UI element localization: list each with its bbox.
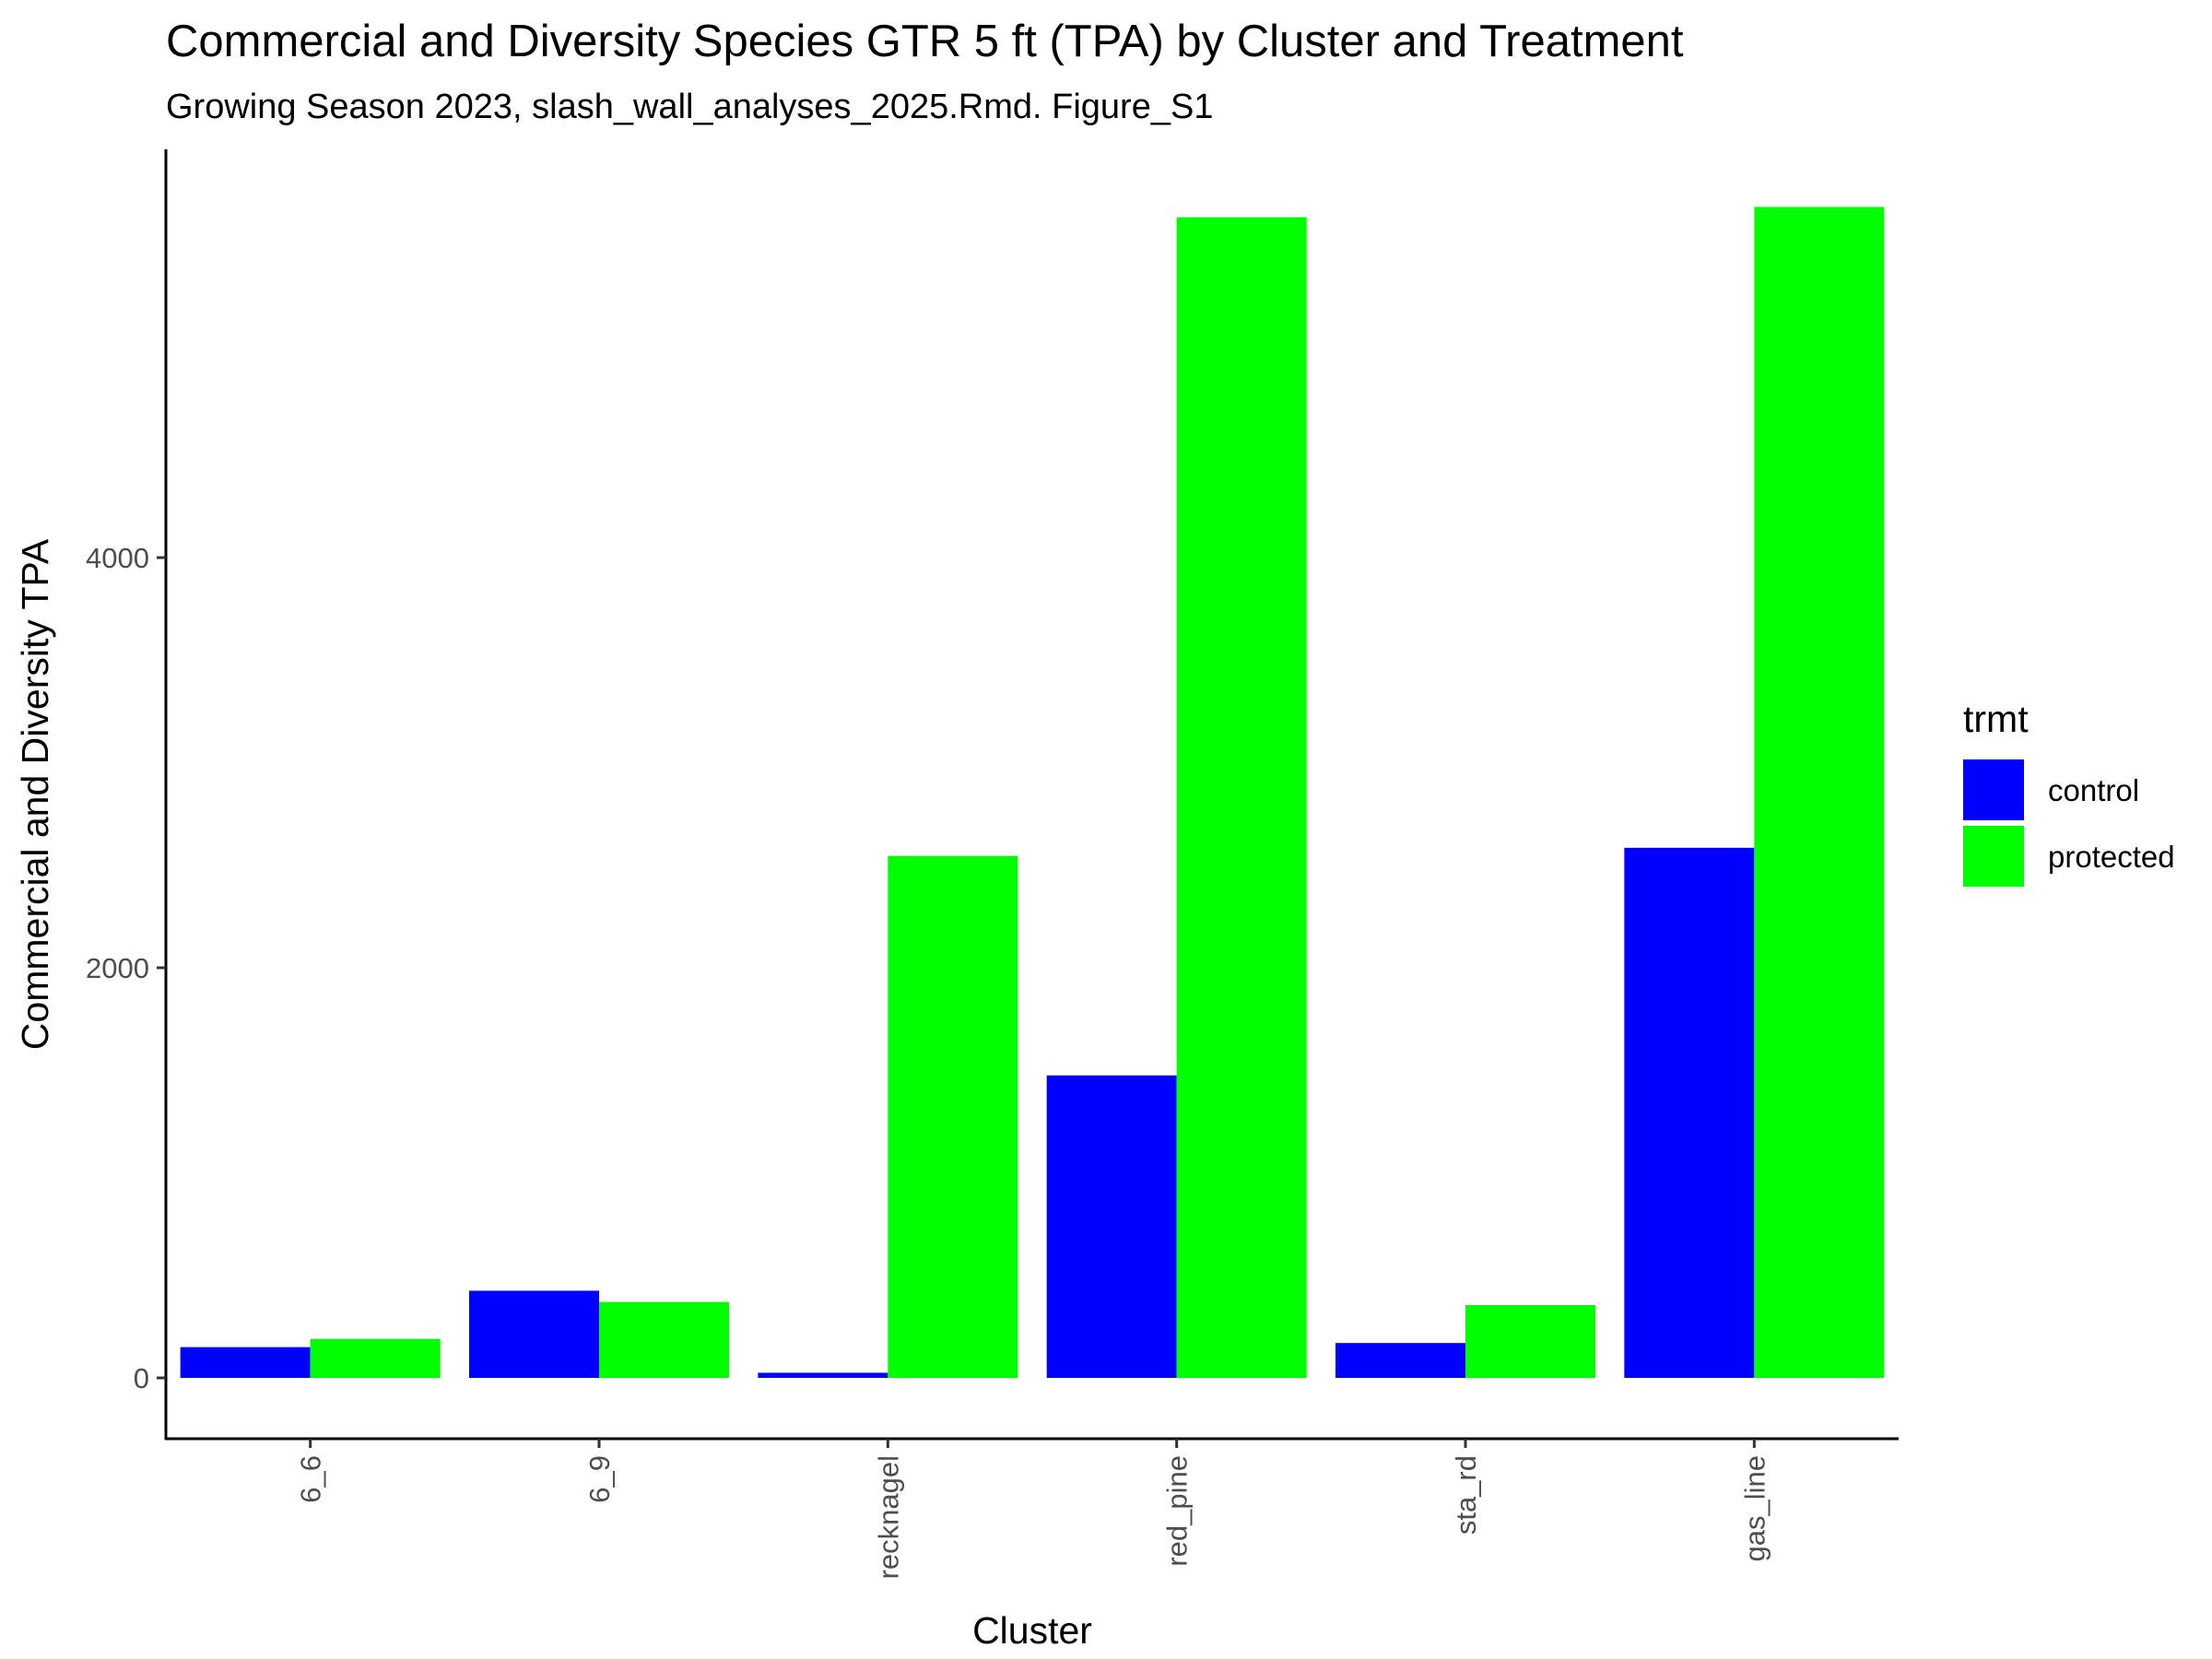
bar-protected-red-pine [1176,217,1307,1378]
plot-area [180,206,1885,1378]
bar-control-red-pine [1046,1075,1177,1378]
bar-protected-6-9 [599,1301,729,1378]
x-tick-label: sta_rd [1450,1455,1482,1535]
chart-subtitle: Growing Season 2023, slash_wall_analyses… [166,88,1213,126]
y-axis-title: Commercial and Diversity TPA [14,538,56,1050]
bar-protected-6-6 [310,1338,441,1378]
legend-key-control [1963,759,2024,820]
legend: trmt control protected [1963,698,2175,887]
legend-label-control: control [2048,773,2139,807]
x-tick-label: red_pine [1161,1455,1194,1567]
x-tick-label: recknagel [872,1455,904,1579]
chart-title: Commercial and Diversity Species GTR 5 f… [166,17,1684,66]
x-tick-label: gas_line [1738,1455,1771,1561]
bar-protected-sta-rd [1465,1305,1595,1378]
bar-control-6-6 [180,1347,311,1378]
bar-protected-gas-line [1754,206,1885,1378]
bar-control-gas-line [1624,847,1755,1378]
x-tick-label: 6_9 [583,1455,616,1503]
legend-label-protected: protected [2048,840,2175,874]
bar-control-recknagel [758,1372,888,1378]
y-tick-label: 0 [134,1362,149,1394]
y-tick-label: 4000 [86,542,149,574]
bar-control-sta-rd [1335,1343,1465,1378]
x-tick-label: 6_6 [295,1455,327,1503]
bar-protected-recknagel [888,855,1018,1378]
legend-title: trmt [1963,698,2029,740]
legend-key-protected [1963,826,2024,887]
bar-control-6-9 [469,1290,599,1378]
y-axis-ticks: 0 2000 4000 [86,542,166,1394]
x-axis-ticks: 6_6 6_9 recknagel red_pine sta_rd gas_line [295,1439,1771,1579]
y-tick-label: 2000 [86,952,149,984]
x-axis-title: Cluster [972,1609,1092,1652]
